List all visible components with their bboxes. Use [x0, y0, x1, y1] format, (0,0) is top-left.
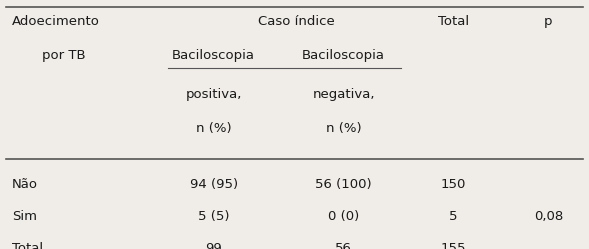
- Text: 155: 155: [441, 242, 466, 249]
- Text: positiva,: positiva,: [186, 88, 242, 101]
- Text: n (%): n (%): [326, 122, 362, 135]
- Text: 56: 56: [335, 242, 352, 249]
- Text: 5 (5): 5 (5): [198, 210, 230, 223]
- Text: Baciloscopia: Baciloscopia: [302, 49, 385, 62]
- Text: n (%): n (%): [196, 122, 231, 135]
- Text: Baciloscopia: Baciloscopia: [172, 49, 255, 62]
- Text: Adoecimento: Adoecimento: [12, 15, 100, 28]
- Text: Total: Total: [438, 15, 469, 28]
- Text: Total: Total: [12, 242, 43, 249]
- Text: 5: 5: [449, 210, 458, 223]
- Text: 0,08: 0,08: [534, 210, 563, 223]
- Text: por TB: por TB: [42, 49, 85, 62]
- Text: 150: 150: [441, 178, 466, 191]
- Text: negativa,: negativa,: [312, 88, 375, 101]
- Text: Sim: Sim: [12, 210, 37, 223]
- Text: 0 (0): 0 (0): [328, 210, 359, 223]
- Text: 94 (95): 94 (95): [190, 178, 238, 191]
- Text: 56 (100): 56 (100): [315, 178, 372, 191]
- Text: Não: Não: [12, 178, 38, 191]
- Text: Caso índice: Caso índice: [257, 15, 335, 28]
- Text: 99: 99: [206, 242, 222, 249]
- Text: p: p: [544, 15, 552, 28]
